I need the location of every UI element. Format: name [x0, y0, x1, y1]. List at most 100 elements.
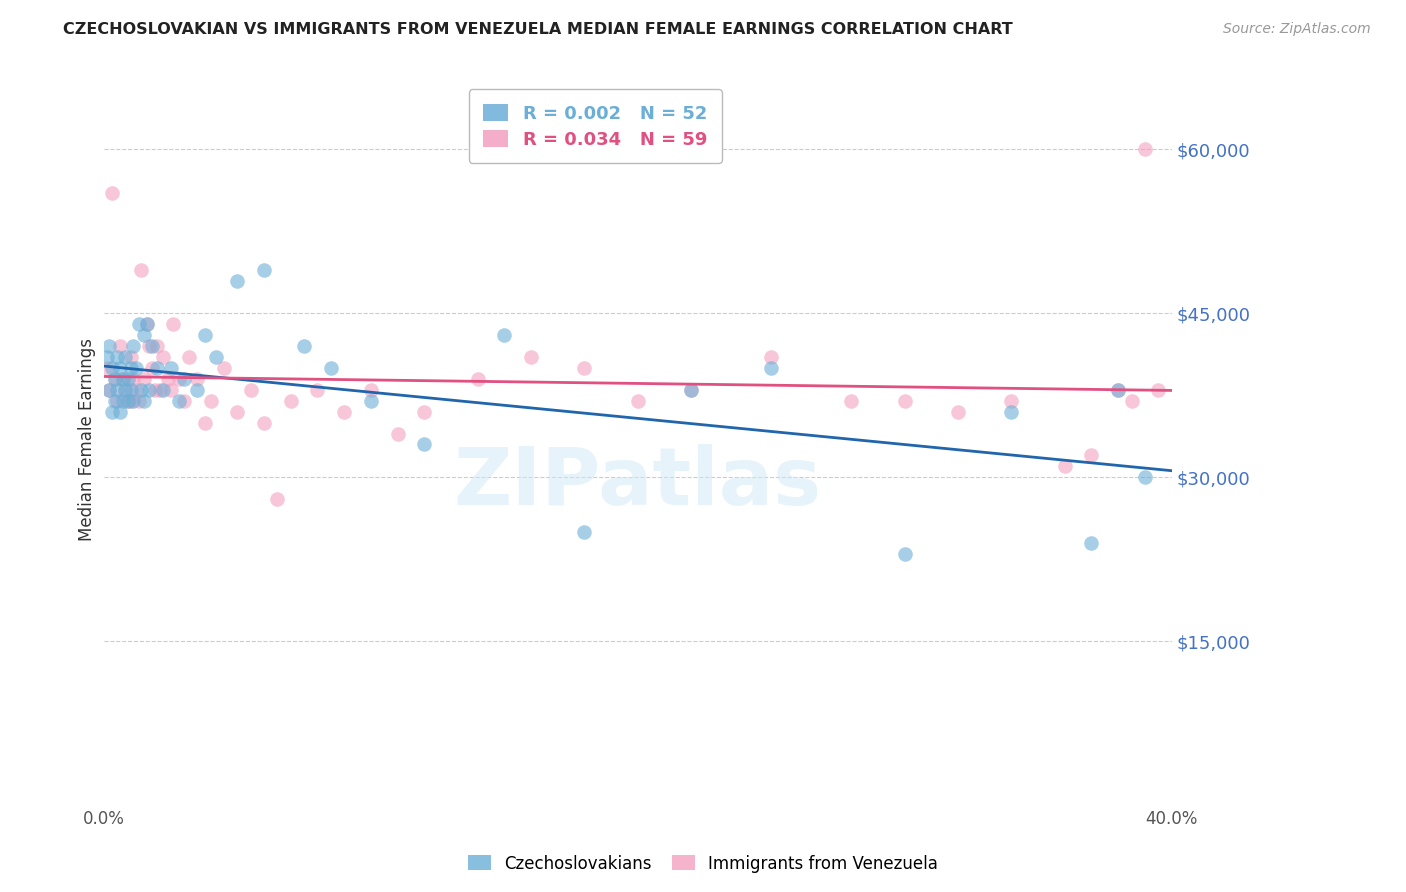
Point — [413, 437, 436, 451]
Point — [132, 328, 155, 343]
Point — [266, 492, 288, 507]
Y-axis label: Median Female Earnings: Median Female Earnings — [79, 337, 96, 541]
Point — [333, 405, 356, 419]
Point — [98, 383, 121, 397]
Point — [120, 350, 142, 364]
Point — [98, 383, 121, 397]
Point — [114, 383, 136, 397]
Point — [122, 372, 145, 386]
Point — [146, 361, 169, 376]
Point — [494, 328, 516, 343]
Point — [138, 383, 160, 397]
Point — [186, 372, 208, 386]
Point — [101, 186, 124, 201]
Point — [104, 372, 127, 386]
Point — [167, 393, 190, 408]
Point — [135, 318, 157, 332]
Point — [681, 383, 703, 397]
Point — [212, 361, 235, 376]
Point — [128, 318, 150, 332]
Point — [105, 393, 128, 408]
Point — [226, 274, 249, 288]
Point — [893, 393, 915, 408]
Point — [319, 361, 342, 376]
Point — [360, 393, 382, 408]
Point — [280, 393, 302, 408]
Point — [141, 339, 163, 353]
Text: Source: ZipAtlas.com: Source: ZipAtlas.com — [1223, 22, 1371, 37]
Point — [194, 416, 217, 430]
Point — [120, 393, 142, 408]
Point — [292, 339, 315, 353]
Point — [681, 383, 703, 397]
Point — [627, 393, 650, 408]
Point — [167, 372, 190, 386]
Point — [117, 393, 139, 408]
Point — [226, 405, 249, 419]
Point — [759, 361, 782, 376]
Point — [149, 383, 172, 397]
Point — [132, 393, 155, 408]
Point — [105, 350, 128, 364]
Point — [387, 426, 409, 441]
Point — [156, 372, 179, 386]
Point — [146, 339, 169, 353]
Point — [101, 405, 124, 419]
Point — [138, 339, 160, 353]
Point — [1080, 536, 1102, 550]
Point — [360, 383, 382, 397]
Point — [467, 372, 489, 386]
Point — [893, 547, 915, 561]
Point — [111, 372, 134, 386]
Point — [159, 361, 181, 376]
Point — [1121, 393, 1143, 408]
Point — [125, 383, 148, 397]
Point — [1080, 449, 1102, 463]
Point — [186, 383, 208, 397]
Point — [173, 372, 195, 386]
Point — [253, 416, 276, 430]
Point — [574, 524, 596, 539]
Point — [111, 372, 134, 386]
Point — [108, 405, 131, 419]
Point — [1133, 143, 1156, 157]
Point — [759, 350, 782, 364]
Text: ZIPatlas: ZIPatlas — [454, 444, 823, 522]
Point — [120, 361, 142, 376]
Point — [162, 318, 184, 332]
Point — [307, 383, 329, 397]
Point — [143, 383, 166, 397]
Point — [117, 393, 139, 408]
Legend: Czechoslovakians, Immigrants from Venezuela: Czechoslovakians, Immigrants from Venezu… — [461, 848, 945, 880]
Point — [239, 383, 262, 397]
Point — [200, 393, 222, 408]
Point — [141, 361, 163, 376]
Point — [104, 372, 127, 386]
Point — [120, 383, 142, 397]
Point — [108, 339, 131, 353]
Point — [520, 350, 543, 364]
Point — [117, 372, 139, 386]
Point — [1000, 405, 1022, 419]
Point — [1147, 383, 1170, 397]
Point — [114, 383, 136, 397]
Point — [96, 361, 118, 376]
Point — [101, 361, 124, 376]
Point — [129, 262, 152, 277]
Point — [122, 393, 145, 408]
Point — [1053, 459, 1076, 474]
Point — [152, 383, 174, 397]
Point — [114, 350, 136, 364]
Point — [129, 383, 152, 397]
Point — [108, 361, 131, 376]
Point — [1107, 383, 1129, 397]
Point — [122, 339, 145, 353]
Point — [205, 350, 228, 364]
Point — [839, 393, 862, 408]
Point — [574, 361, 596, 376]
Point — [1133, 470, 1156, 484]
Point — [159, 383, 181, 397]
Point — [111, 393, 134, 408]
Point — [946, 405, 969, 419]
Point — [179, 350, 201, 364]
